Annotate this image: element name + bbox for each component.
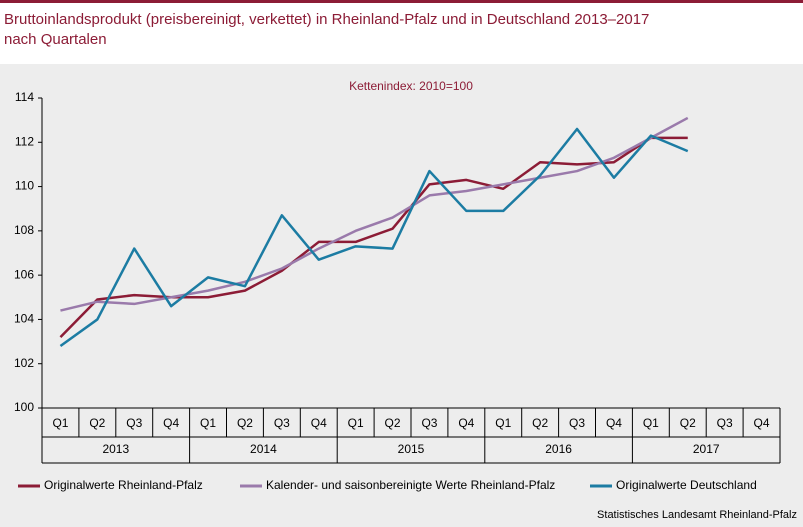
x-tick-label: Q2 [385, 416, 401, 430]
x-tick-label: Q3 [421, 416, 437, 430]
subtitle: Kettenindex: 2010=100 [349, 79, 473, 93]
y-tick-label: 112 [15, 134, 34, 148]
y-tick-label: 110 [15, 179, 34, 193]
legend-label: Originalwerte Rheinland-Pfalz [44, 478, 203, 492]
x-tick-label: Q3 [274, 416, 290, 430]
x-group-label: 2017 [693, 442, 720, 456]
x-tick-label: Q1 [348, 416, 364, 430]
legend-label: Originalwerte Deutschland [616, 478, 757, 492]
y-tick-label: 100 [14, 400, 34, 414]
x-tick-label: Q3 [126, 416, 142, 430]
x-tick-label: Q1 [495, 416, 511, 430]
top-rule [0, 0, 803, 3]
x-group-label: 2015 [398, 442, 425, 456]
y-tick-label: 104 [14, 312, 34, 326]
series-line [59, 127, 689, 348]
x-group-label: 2016 [545, 442, 572, 456]
x-group-label: 2014 [250, 442, 277, 456]
x-tick-label: Q3 [569, 416, 585, 430]
y-tick-label: 114 [15, 90, 34, 104]
y-tick-label: 108 [14, 223, 34, 237]
x-tick-label: Q3 [717, 416, 733, 430]
chart-title: nach Quartalen [4, 31, 107, 48]
x-tick-label: Q2 [680, 416, 696, 430]
chart-title: Bruttoinlandsprodukt (preisbereinigt, ve… [4, 11, 649, 28]
x-tick-label: Q4 [754, 416, 770, 430]
x-tick-label: Q4 [163, 416, 179, 430]
y-tick-label: 102 [14, 356, 34, 370]
x-tick-label: Q4 [311, 416, 327, 430]
legend-label: Kalender- und saisonbereinigte Werte Rhe… [266, 478, 555, 492]
x-tick-label: Q1 [643, 416, 659, 430]
source: Statistisches Landesamt Rheinland-Pfalz [597, 509, 797, 521]
x-tick-label: Q4 [606, 416, 622, 430]
y-tick-label: 106 [14, 267, 34, 281]
x-tick-label: Q1 [200, 416, 216, 430]
x-tick-label: Q2 [532, 416, 548, 430]
x-tick-label: Q2 [89, 416, 105, 430]
x-tick-label: Q4 [458, 416, 474, 430]
x-tick-label: Q1 [52, 416, 68, 430]
x-group-label: 2013 [102, 442, 129, 456]
x-tick-label: Q2 [237, 416, 253, 430]
